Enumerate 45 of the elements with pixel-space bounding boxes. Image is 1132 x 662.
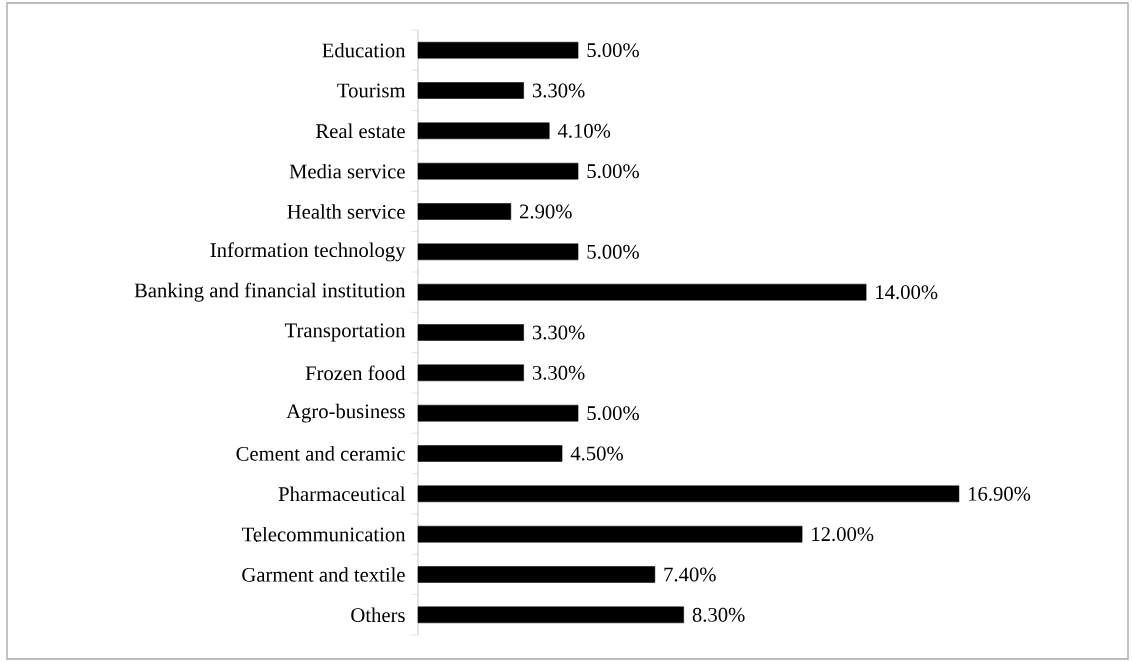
y-tick-label: Real estate (316, 123, 405, 139)
y-tick-label: Health service (287, 204, 405, 219)
y-tick-label: Garment and textile (242, 567, 405, 582)
y-tick-label: Education (322, 42, 406, 58)
data-label: 2.90% (519, 204, 572, 219)
y-tick-label: Frozen food (305, 365, 406, 381)
y-tick-label: Information technology (210, 242, 406, 262)
data-label: 5.00% (587, 43, 639, 58)
bar (417, 404, 579, 422)
data-label: 14.00% (876, 285, 938, 300)
data-label: 4.50% (570, 446, 623, 461)
y-tick-label: Banking and financial institution (134, 282, 406, 302)
bar (417, 41, 579, 59)
bar (417, 203, 512, 220)
data-label: 12.00% (812, 527, 874, 542)
y-tick-label: Cement and ceramic (236, 446, 405, 461)
bar (417, 283, 867, 301)
bar (417, 162, 579, 180)
data-label: 8.30% (692, 607, 745, 622)
y-tick-label: Transportation (284, 323, 406, 342)
data-label: 16.90% (969, 486, 1031, 501)
data-label: 3.30% (532, 365, 585, 380)
bar (417, 525, 803, 543)
y-tick-label: Telecommunication (242, 526, 406, 542)
bar (417, 324, 524, 341)
bar (417, 566, 656, 583)
data-label: 5.00% (587, 244, 639, 259)
y-tick-label: Pharmaceutical (278, 486, 406, 502)
data-label: 7.40% (664, 567, 716, 582)
bar (417, 485, 960, 503)
bar (417, 445, 563, 462)
bar (417, 122, 550, 140)
y-tick-label: Media service (289, 163, 405, 179)
bar (417, 606, 684, 624)
bar (417, 364, 524, 382)
y-tick-label: Tourism (337, 83, 406, 98)
data-label: 3.30% (532, 83, 585, 98)
bar (417, 82, 524, 99)
y-tick-label: Others (351, 607, 405, 623)
y-tick-label: Agro-business (286, 403, 405, 423)
data-label: 4.10% (557, 123, 611, 138)
data-label: 3.30% (532, 325, 585, 340)
data-label: 5.00% (587, 164, 639, 179)
bar (417, 243, 579, 261)
data-label: 5.00% (587, 406, 639, 421)
